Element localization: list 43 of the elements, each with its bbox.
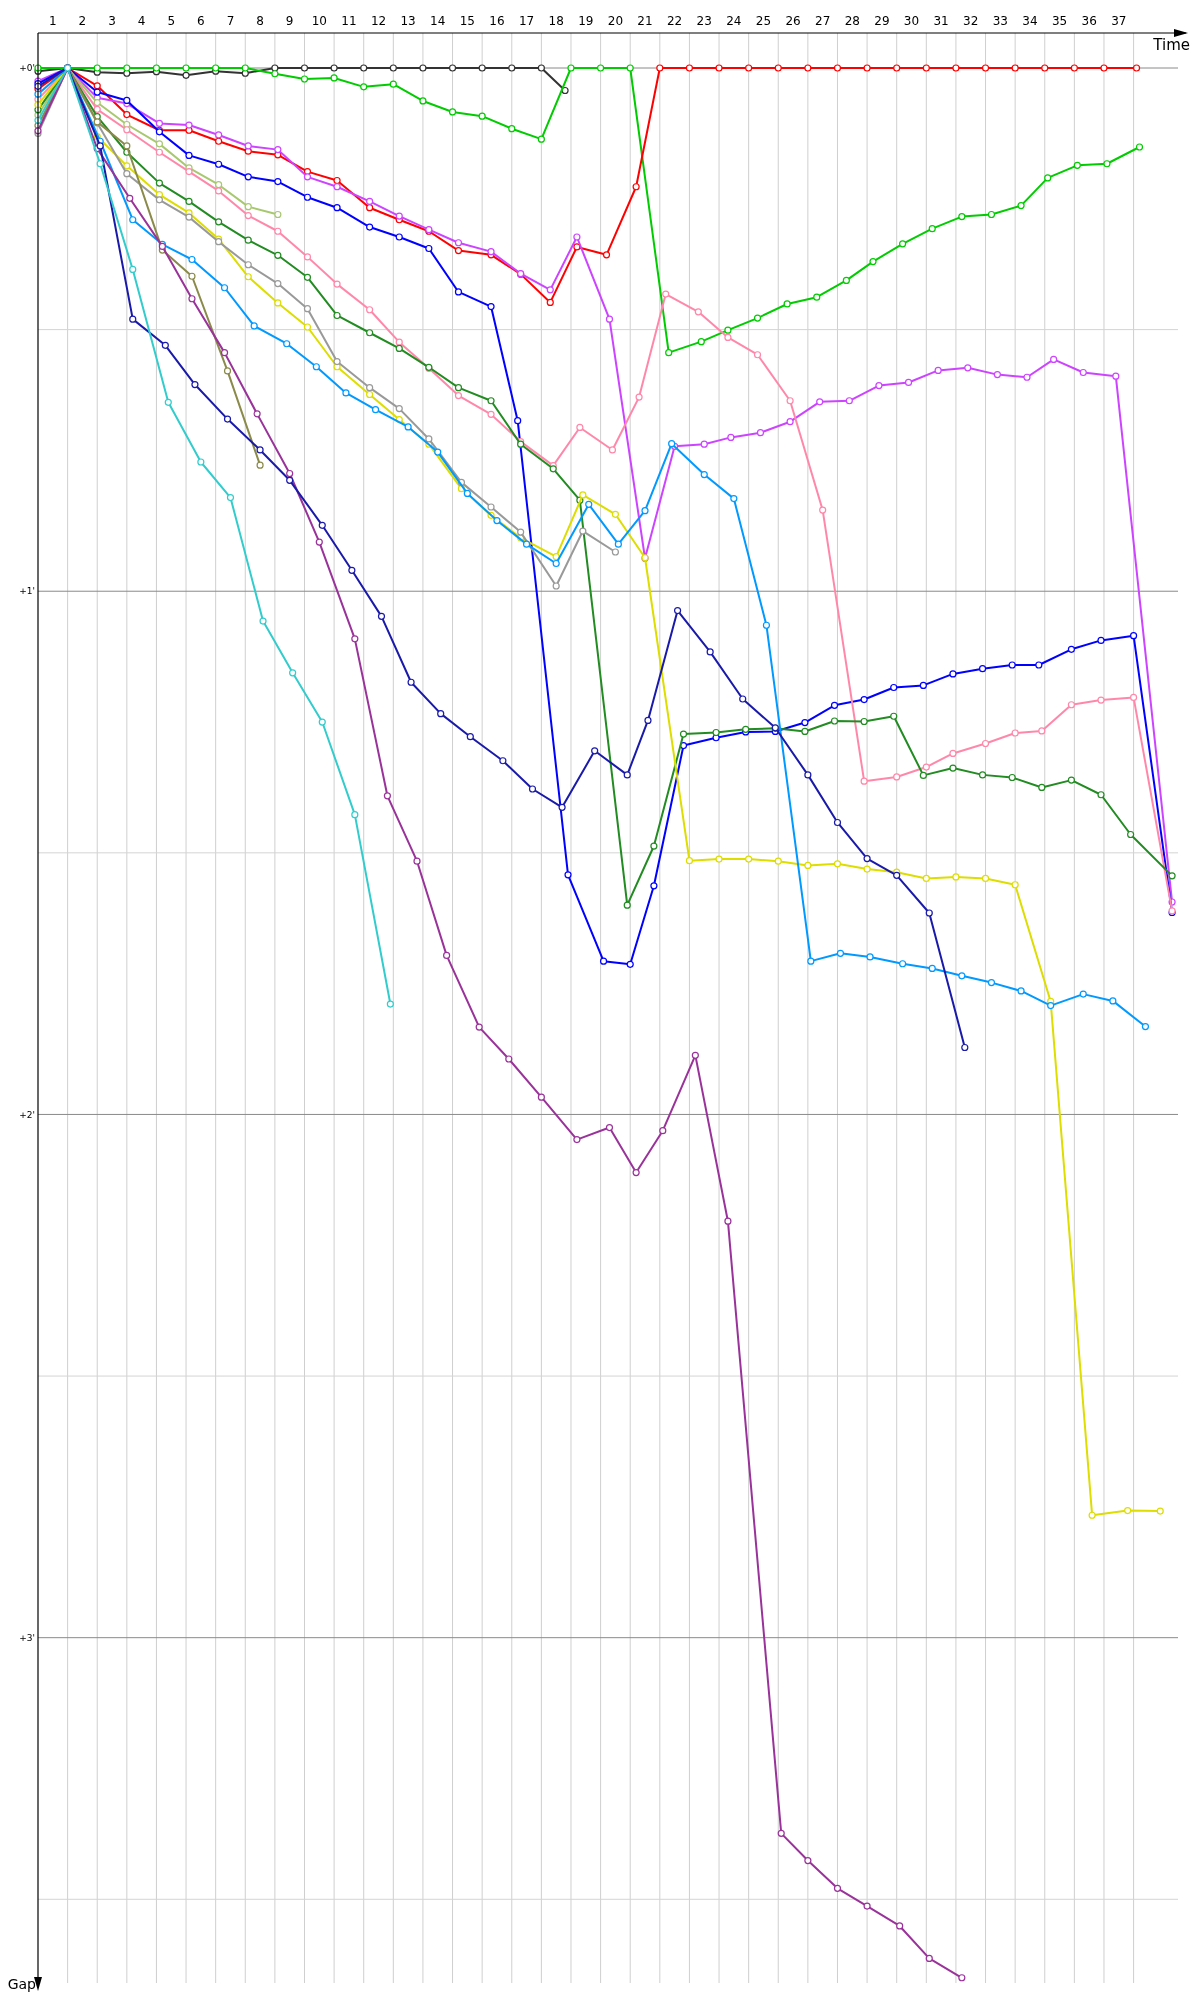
y-tick-label: +2' (19, 1109, 35, 1120)
x-tick-label: 23 (696, 14, 712, 28)
y-tick-label: +0' (19, 63, 35, 74)
x-tick-label: 20 (607, 14, 624, 28)
x-tick-label: 9 (285, 14, 294, 28)
x-tick-label: 24 (726, 14, 742, 28)
x-tick-label: 4 (137, 14, 146, 28)
x-tick-label: 35 (1051, 14, 1068, 28)
x-tick-label: 15 (459, 14, 475, 28)
x-tick-label: 7 (226, 14, 235, 28)
x-tick-label: 10 (311, 14, 327, 28)
x-tick-label: 5 (167, 14, 176, 28)
x-tick-label: 11 (341, 14, 357, 28)
y-tick-label: +3' (19, 1632, 35, 1643)
x-tick-label: 16 (489, 14, 505, 28)
x-tick-label: 21 (637, 14, 653, 28)
x-tick-label: 27 (815, 14, 831, 28)
x-tick-label: 30 (903, 14, 920, 28)
x-tick-label: 33 (992, 14, 1008, 28)
x-tick-label: 31 (933, 14, 949, 28)
y-axis-title: Gap (7, 1976, 37, 1992)
x-tick-label: 6 (197, 14, 205, 28)
x-tick-label: 18 (548, 14, 564, 28)
x-tick-label: 2 (78, 14, 87, 28)
x-tick-label: 32 (963, 14, 979, 28)
x-tick-label: 14 (430, 14, 446, 28)
x-tick-label: 37 (1111, 14, 1127, 28)
x-axis-title: Time (1152, 36, 1190, 54)
x-tick-label: 25 (755, 14, 772, 28)
x-tick-label: 3 (108, 14, 116, 28)
x-tick-label: 29 (874, 14, 890, 28)
x-tick-label: 26 (785, 14, 801, 28)
x-tick-label: 12 (370, 14, 387, 28)
x-tick-label: 28 (844, 14, 860, 28)
x-tick-label: 19 (578, 14, 594, 28)
x-tick-label: 22 (666, 14, 683, 28)
x-tick-label: 8 (256, 14, 264, 28)
x-tick-label: 1 (48, 14, 57, 28)
x-tick-label: 36 (1081, 14, 1097, 28)
x-tick-label: 13 (400, 14, 416, 28)
x-tick-label: 34 (1022, 14, 1038, 28)
y-tick-label: +1' (19, 586, 35, 597)
x-tick-label: 17 (518, 14, 535, 28)
